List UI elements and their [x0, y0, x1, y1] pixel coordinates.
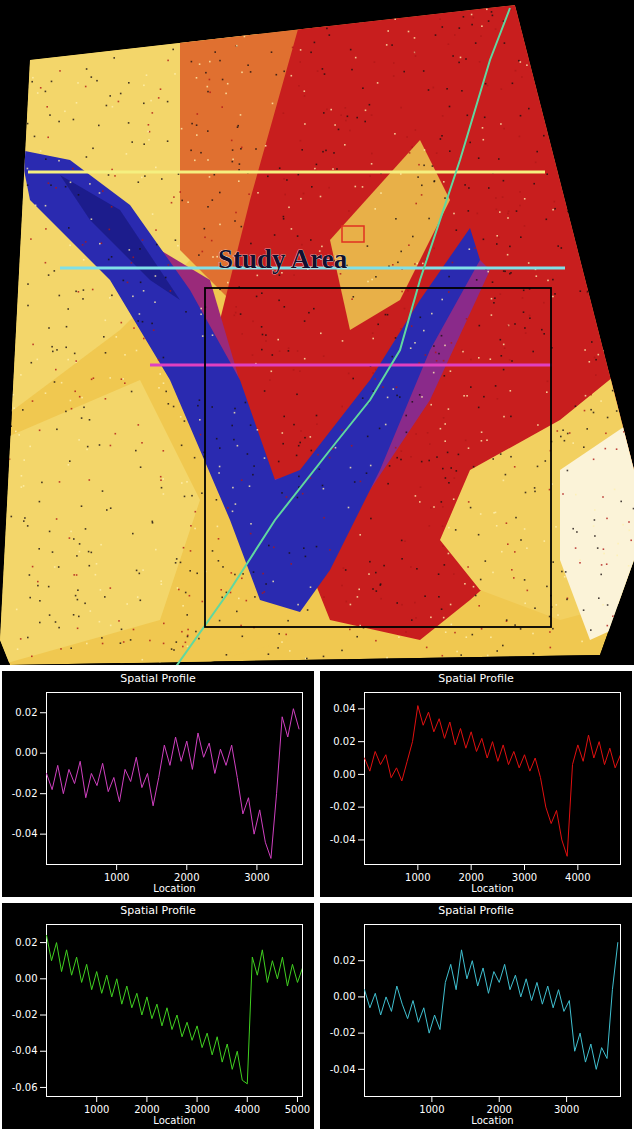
- svg-text:-0.04: -0.04: [12, 828, 38, 839]
- svg-text:0.00: 0.00: [15, 973, 37, 984]
- svg-text:-0.02: -0.02: [12, 1009, 38, 1020]
- svg-text:-0.02: -0.02: [12, 788, 38, 799]
- svg-text:Location: Location: [153, 883, 195, 894]
- svg-text:-0.02: -0.02: [330, 1027, 356, 1038]
- html-text:Spatial Profile: Spatial Profile: [120, 904, 196, 917]
- html-text:Spatial Profile: Spatial Profile: [120, 672, 196, 685]
- svg-text:Location: Location: [153, 1115, 195, 1126]
- svg-text:0.02: 0.02: [333, 736, 355, 747]
- svg-text:-0.06: -0.06: [12, 1082, 38, 1093]
- svg-text:-0.04: -0.04: [12, 1045, 38, 1056]
- svg-text:-0.04: -0.04: [330, 1064, 356, 1075]
- html-text:Spatial Profile: Spatial Profile: [438, 904, 514, 917]
- svg-text:4000: 4000: [565, 872, 590, 883]
- svg-text:Study Area: Study Area: [218, 244, 348, 274]
- svg-text:0.02: 0.02: [333, 955, 355, 966]
- svg-text:5000: 5000: [285, 1104, 310, 1115]
- svg-text:1000: 1000: [419, 1104, 444, 1115]
- svg-text:2000: 2000: [174, 872, 199, 883]
- svg-text:0.04: 0.04: [333, 703, 355, 714]
- svg-text:Location: Location: [471, 883, 513, 894]
- svg-text:4000: 4000: [235, 1104, 260, 1115]
- svg-text:0.00: 0.00: [333, 991, 355, 1002]
- svg-text:2000: 2000: [487, 1104, 512, 1115]
- svg-text:0.00: 0.00: [15, 747, 37, 758]
- svg-text:-0.04: -0.04: [330, 834, 356, 845]
- svg-text:3000: 3000: [184, 1104, 209, 1115]
- svg-text:Location: Location: [471, 1115, 513, 1126]
- svg-text:2000: 2000: [458, 872, 483, 883]
- svg-text:3000: 3000: [512, 872, 537, 883]
- svg-text:0.00: 0.00: [333, 769, 355, 780]
- svg-text:2000: 2000: [134, 1104, 159, 1115]
- svg-text:1000: 1000: [405, 872, 430, 883]
- html-text:Spatial Profile: Spatial Profile: [438, 672, 514, 685]
- svg-text:1000: 1000: [84, 1104, 109, 1115]
- svg-text:0.02: 0.02: [15, 937, 37, 948]
- svg-text:0.02: 0.02: [15, 707, 37, 718]
- svg-text:3000: 3000: [244, 872, 269, 883]
- svg-text:1000: 1000: [104, 872, 129, 883]
- svg-text:-0.02: -0.02: [330, 801, 356, 812]
- svg-text:3000: 3000: [554, 1104, 579, 1115]
